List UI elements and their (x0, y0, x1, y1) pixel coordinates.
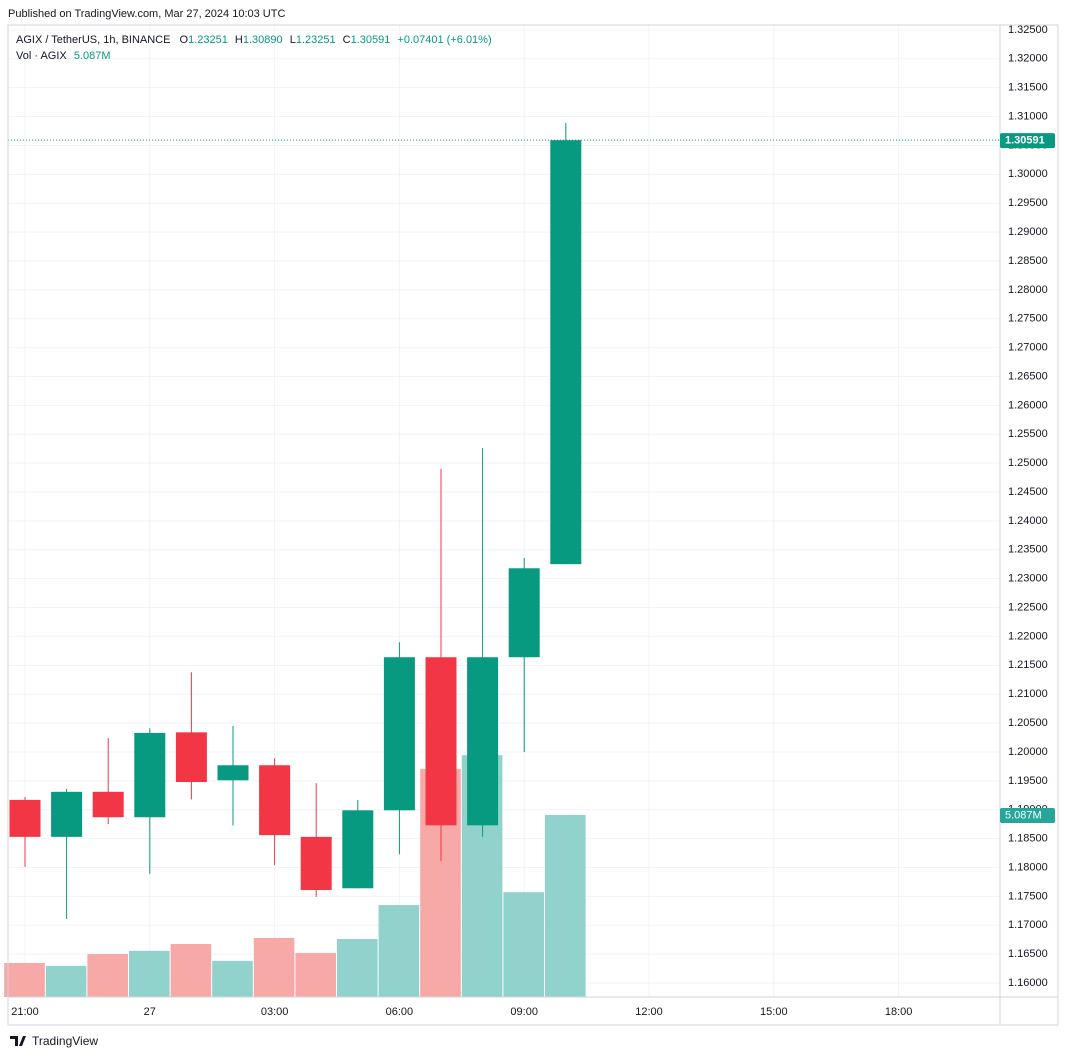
y-tick-label: 1.22000 (1008, 630, 1048, 642)
x-tick-label: 09:00 (510, 1006, 538, 1018)
y-tick-label: 1.30000 (1008, 168, 1048, 180)
last-price-tag (1000, 133, 1055, 149)
volume-bar (87, 954, 128, 997)
y-tick-label: 1.16500 (1008, 948, 1048, 960)
candle-body (300, 836, 332, 891)
candle-body (425, 657, 457, 826)
y-tick-label: 1.16000 (1008, 977, 1048, 989)
symbol: AGIX / TetherUS, 1h, BINANCE (16, 34, 170, 46)
y-tick-label: 1.17500 (1008, 890, 1048, 902)
published-note: Published on TradingView.com, Mar 27, 20… (8, 8, 285, 20)
x-tick-label: 18:00 (885, 1006, 913, 1018)
volume-bar (170, 944, 212, 997)
x-tick-label: 12:00 (635, 1006, 663, 1018)
volume-legend: Vol · AGIX 5.087M (16, 50, 111, 62)
volume-bar (378, 905, 420, 997)
symbol-legend: AGIX / TetherUS, 1h, BINANCE O1.23251 H1… (16, 34, 492, 46)
y-tick-label: 1.21000 (1008, 688, 1048, 700)
frame (7, 24, 1059, 1026)
y-tick-label: 1.18000 (1008, 861, 1048, 873)
candle-body (217, 765, 249, 781)
volume-bar (295, 952, 336, 997)
y-tick-label: 1.27000 (1008, 342, 1048, 354)
x-tick-label: 06:00 (386, 1006, 414, 1018)
y-tick-label: 1.23500 (1008, 544, 1048, 556)
y-tick-label: 1.28500 (1008, 255, 1048, 267)
x-tick-label: 27 (144, 1006, 156, 1018)
candle-body (508, 568, 540, 658)
candle-body (175, 732, 207, 783)
logo-icon (10, 1036, 26, 1046)
close-value: 1.30591 (351, 34, 391, 46)
y-tick-label: 1.26500 (1008, 370, 1048, 382)
brand: TradingView (32, 1034, 98, 1048)
volume-bar (4, 963, 45, 997)
candle-body (342, 810, 374, 889)
close-label: C (343, 34, 351, 46)
open-value: 1.23251 (188, 34, 228, 46)
candle-body (467, 657, 499, 826)
y-tick-label: 1.32500 (1008, 24, 1048, 36)
y-tick-label: 1.17000 (1008, 919, 1048, 931)
volume-tag-label: 5.087M (1005, 809, 1042, 821)
y-tick-label: 1.32000 (1008, 53, 1048, 65)
y-tick-label: 1.22500 (1008, 601, 1048, 613)
high-value: 1.30890 (243, 34, 283, 46)
last-price-label: 1.30591 (1005, 135, 1045, 147)
y-tick-label: 1.29500 (1008, 197, 1048, 209)
y-tick-label: 1.20500 (1008, 717, 1048, 729)
y-tick-label: 1.20000 (1008, 746, 1048, 758)
axes: 1.16000 1.16500 1.17000 1.17500 1.18000 1.185… (11, 24, 1055, 1018)
y-tick-label: 1.25500 (1008, 428, 1048, 440)
candle-body (550, 140, 582, 565)
open-label: O (180, 34, 189, 46)
volume-name: Vol · AGIX (16, 50, 67, 62)
candle-body (383, 657, 415, 811)
volume-tag (1000, 807, 1055, 823)
candle-layer (8, 122, 1000, 919)
volume-bar (253, 937, 295, 997)
volume-value: 5.087M (74, 50, 111, 62)
y-tick-label: 1.27500 (1008, 313, 1048, 325)
change: +0.07401 (+6.01%) (397, 34, 491, 46)
y-tick-label: 1.19500 (1008, 775, 1048, 787)
candle-body (9, 799, 41, 837)
y-tick-label: 1.21500 (1008, 659, 1048, 671)
y-tick-label: 1.28000 (1008, 284, 1048, 296)
x-tick-label: 03:00 (261, 1006, 289, 1018)
y-tick-label: 1.18500 (1008, 833, 1048, 845)
volume-bar (503, 892, 544, 997)
candle-body (259, 765, 291, 836)
volume-bar (337, 939, 378, 997)
y-tick-label: 1.31000 (1008, 110, 1048, 122)
y-tick-label: 1.24000 (1008, 515, 1048, 527)
y-tick-label: 1.25000 (1008, 457, 1048, 469)
low-label: L (290, 34, 296, 46)
low-value: 1.23251 (296, 34, 336, 46)
y-tick-label: 1.24500 (1008, 486, 1048, 498)
candle-body (51, 791, 83, 837)
volume-bar (45, 965, 87, 997)
high-label: H (235, 34, 243, 46)
y-tick-label: 1.26000 (1008, 399, 1048, 411)
volume-bar (129, 950, 170, 997)
x-tick-label: 21:00 (11, 1006, 39, 1018)
y-tick-label: 1.23000 (1008, 573, 1048, 585)
candle-body (134, 732, 166, 818)
y-tick-label: 1.29000 (1008, 226, 1048, 238)
volume-bar (212, 960, 253, 997)
footer-logo: TradingView (10, 1034, 98, 1048)
y-tick-label: 1.31500 (1008, 82, 1048, 94)
candle-body (92, 791, 124, 818)
x-tick-label: 15:00 (760, 1006, 788, 1018)
volume-bar (545, 814, 586, 997)
